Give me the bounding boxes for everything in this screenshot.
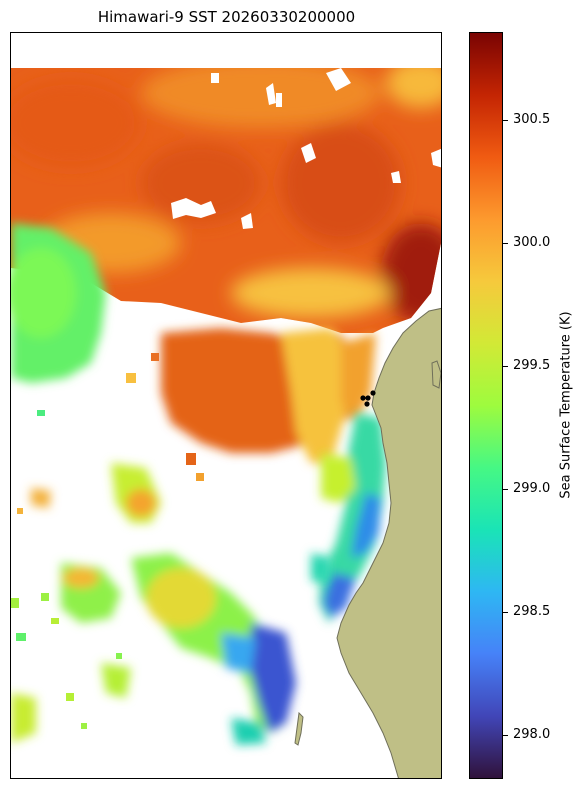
scattered-retrievals	[11, 73, 282, 729]
cloud-gaps-north	[171, 68, 441, 229]
station-point	[360, 395, 366, 401]
station-point	[364, 401, 370, 407]
colorbar	[469, 32, 503, 779]
central-warm-band	[161, 328, 376, 463]
sst-map	[11, 68, 441, 778]
colorbar-label: Sea Surface Temperature (K)	[558, 311, 574, 499]
colorbar-tick-label: 299.0	[513, 481, 551, 496]
colorbar-tick-label: 298.5	[513, 604, 551, 619]
station-point	[370, 390, 376, 396]
figure-title: Himawari-9 SST 20260330200000	[97, 8, 356, 26]
colorbar-tick-mark	[503, 120, 508, 121]
colorbar-tick-label: 299.5	[513, 358, 551, 373]
south-cool-region	[11, 463, 331, 745]
colorbar-tick-label: 298.0	[513, 727, 551, 742]
colorbar-tick-label: 300.5	[513, 112, 551, 127]
colorbar-tick-mark	[503, 612, 508, 613]
colorbar-tick-mark	[503, 489, 508, 490]
coastal-cool-strip	[319, 413, 386, 623]
islet-north	[431, 360, 441, 389]
west-cool-region	[11, 223, 106, 383]
land	[336, 307, 441, 778]
station-point	[365, 395, 371, 401]
colorbar-tick-mark	[503, 243, 508, 244]
colorbar-tick-label: 300.0	[513, 235, 551, 250]
colorbar-tick-mark	[503, 366, 508, 367]
map-panel	[10, 32, 442, 779]
island	[294, 711, 304, 746]
colorbar-tick-mark	[503, 735, 508, 736]
station-markers	[360, 390, 376, 407]
